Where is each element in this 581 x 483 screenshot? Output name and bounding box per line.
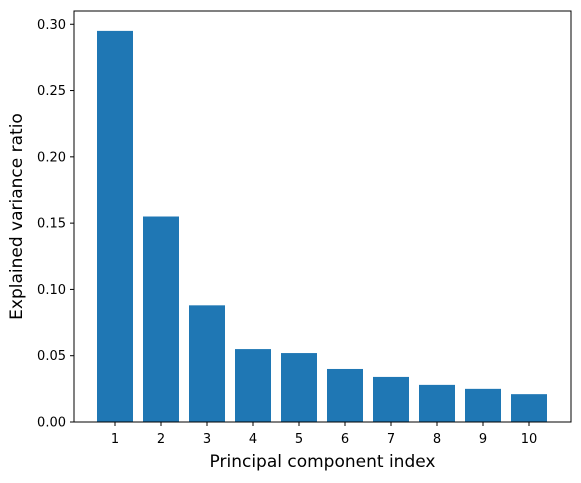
bar-1 — [97, 30, 133, 423]
y-tick-label: 0.20 — [37, 150, 66, 165]
plot-frame — [73, 10, 572, 423]
bar-4 — [235, 349, 271, 422]
ticks-layer: 1 2 3 4 5 6 7 8 9 10 0.00 0.05 0.10 0.15 0.20 0.25 0.30 — [37, 18, 537, 447]
bar-5 — [281, 353, 317, 422]
x-tick-label: 5 — [295, 432, 303, 447]
bar-3 — [189, 305, 225, 422]
x-tick-label: 2 — [157, 432, 165, 447]
y-tick-label: 0.25 — [37, 84, 66, 99]
y-tick-label: 0.00 — [37, 416, 66, 431]
bar-2 — [143, 216, 179, 422]
x-tick-label: 7 — [387, 432, 395, 447]
x-tick-label: 10 — [521, 432, 538, 447]
x-tick-label: 1 — [111, 432, 119, 447]
x-tick-label: 6 — [341, 432, 349, 447]
y-tick-label: 0.10 — [37, 283, 66, 298]
bar-6 — [327, 368, 363, 422]
bars-layer — [97, 30, 547, 423]
bar-9 — [465, 388, 501, 422]
y-tick-label: 0.30 — [37, 18, 66, 33]
bar-8 — [419, 384, 455, 422]
bar-10 — [511, 394, 547, 422]
bar-7 — [373, 376, 409, 422]
x-tick-label: 3 — [203, 432, 211, 447]
x-tick-label: 4 — [249, 432, 257, 447]
x-axis-label: Principal component index — [210, 452, 436, 472]
x-tick-label: 9 — [479, 432, 487, 447]
y-axis-label: Explained variance ratio — [7, 113, 27, 320]
y-tick-label: 0.05 — [37, 349, 66, 364]
y-tick-label: 0.15 — [37, 217, 66, 232]
x-tick-label: 8 — [433, 432, 441, 447]
